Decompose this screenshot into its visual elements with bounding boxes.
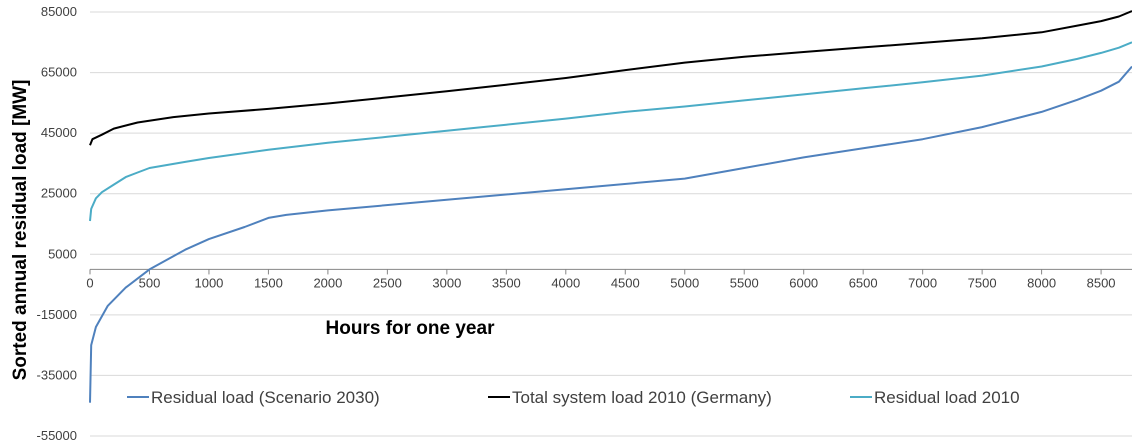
series-line-1: [89, 65, 1132, 403]
x-tick-label: 8500: [1087, 275, 1116, 290]
x-tick-label: 3000: [432, 275, 461, 290]
y-tick-label: 45000: [41, 125, 77, 140]
series-line-3: [89, 41, 1132, 222]
x-tick-label: 2500: [373, 275, 402, 290]
x-tick-label: 5500: [730, 275, 759, 290]
y-tick-label: -35000: [37, 367, 77, 382]
x-tick-label: 3500: [492, 275, 521, 290]
y-axis-title: Sorted annual residual load [MW]: [10, 80, 31, 381]
legend-label: Residual load 2010: [874, 388, 1020, 407]
y-tick-label: 25000: [41, 186, 77, 201]
x-axis-tick-labels: 0 500 1000 1500 2000 2500 3000 3500 4000 4500 5000…: [86, 275, 1115, 290]
x-tick-label: 8000: [1027, 275, 1056, 290]
y-tick-label: -55000: [37, 428, 77, 441]
x-tick-label: 7000: [908, 275, 937, 290]
y-tick-label: 65000: [41, 65, 77, 80]
x-tick-label: 1500: [254, 275, 283, 290]
legend-label: Total system load 2010 (Germany): [512, 388, 772, 407]
y-tick-label: 85000: [41, 4, 77, 19]
legend-label: Residual load (Scenario 2030): [151, 388, 380, 407]
y-tick-label: 5000: [48, 246, 77, 261]
y-axis-tick-labels: 85000 65000 45000 25000 5000 -15000 -35000 -550…: [37, 4, 77, 441]
x-tick-label: 7500: [968, 275, 997, 290]
x-tick-label: 2000: [313, 275, 342, 290]
y-tick-label: -15000: [37, 307, 77, 322]
x-tick-label: 1000: [194, 275, 223, 290]
x-tick-label: 5000: [670, 275, 699, 290]
x-tick-label: 4000: [551, 275, 580, 290]
legend: Residual load (Scenario 2030) Total syste…: [127, 388, 1020, 407]
x-axis: [89, 268, 1132, 275]
series-line-2: [89, 10, 1132, 146]
x-axis-title: Hours for one year: [326, 318, 496, 339]
x-tick-label: 0: [86, 275, 93, 290]
series-lines: [89, 10, 1132, 403]
x-tick-label: 500: [139, 275, 161, 290]
x-tick-label: 4500: [611, 275, 640, 290]
gridlines: [90, 11, 1132, 437]
x-tick-label: 6000: [789, 275, 818, 290]
x-tick-label: 6500: [849, 275, 878, 290]
